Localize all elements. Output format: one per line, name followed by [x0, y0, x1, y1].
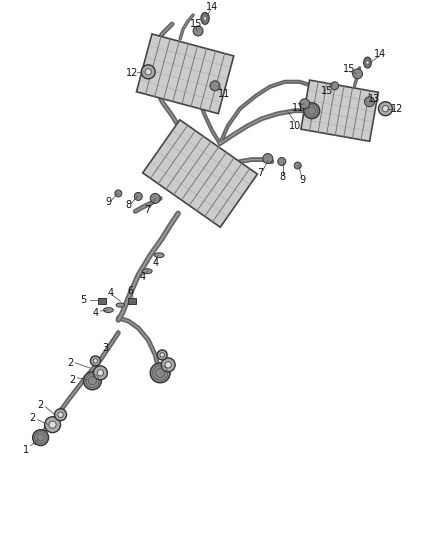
- Ellipse shape: [154, 253, 164, 257]
- Text: 6: 6: [127, 286, 133, 296]
- Circle shape: [160, 353, 164, 357]
- Circle shape: [304, 103, 320, 119]
- Text: 12: 12: [391, 104, 403, 114]
- Ellipse shape: [366, 60, 369, 65]
- Text: 14: 14: [374, 49, 387, 59]
- Circle shape: [32, 430, 49, 446]
- Circle shape: [331, 82, 339, 90]
- Bar: [99, 298, 106, 304]
- Circle shape: [210, 81, 220, 91]
- Text: 15: 15: [190, 19, 202, 29]
- Text: 8: 8: [125, 200, 131, 211]
- Text: 13: 13: [368, 94, 381, 104]
- Text: 4: 4: [92, 308, 99, 318]
- Text: 12: 12: [126, 68, 138, 78]
- Circle shape: [93, 359, 98, 363]
- Text: 11: 11: [292, 103, 304, 112]
- Circle shape: [90, 356, 100, 366]
- Text: 7: 7: [144, 205, 150, 215]
- Circle shape: [150, 193, 160, 204]
- Text: 5: 5: [80, 295, 87, 305]
- Circle shape: [263, 154, 273, 164]
- Ellipse shape: [142, 269, 152, 273]
- Ellipse shape: [201, 12, 209, 25]
- Text: 10: 10: [289, 120, 301, 131]
- Circle shape: [378, 102, 392, 116]
- Circle shape: [115, 190, 122, 197]
- Text: 2: 2: [67, 358, 74, 368]
- Text: 3: 3: [102, 343, 109, 353]
- Text: 4: 4: [107, 288, 113, 298]
- Text: 4: 4: [139, 272, 145, 282]
- Circle shape: [97, 370, 103, 376]
- Circle shape: [193, 26, 203, 36]
- Circle shape: [93, 366, 107, 380]
- Bar: [128, 298, 136, 304]
- Circle shape: [161, 358, 175, 372]
- Circle shape: [134, 192, 142, 200]
- Text: 8: 8: [280, 173, 286, 182]
- Circle shape: [353, 69, 363, 79]
- Text: 7: 7: [257, 167, 263, 177]
- Text: 2: 2: [29, 413, 36, 423]
- Circle shape: [49, 421, 56, 428]
- Polygon shape: [143, 120, 258, 227]
- Circle shape: [364, 97, 374, 107]
- Text: 2: 2: [69, 375, 76, 385]
- Text: 4: 4: [152, 258, 158, 268]
- Text: 11: 11: [218, 89, 230, 99]
- Circle shape: [300, 99, 310, 109]
- Circle shape: [58, 412, 63, 417]
- Text: 9: 9: [105, 197, 111, 207]
- Circle shape: [145, 69, 152, 75]
- Text: 15: 15: [321, 86, 334, 96]
- Circle shape: [278, 158, 286, 166]
- Ellipse shape: [364, 57, 371, 68]
- Circle shape: [45, 417, 60, 433]
- Circle shape: [157, 350, 167, 360]
- Text: 15: 15: [343, 64, 356, 74]
- Ellipse shape: [203, 16, 207, 21]
- Ellipse shape: [103, 308, 113, 312]
- Circle shape: [294, 162, 301, 169]
- Circle shape: [150, 363, 170, 383]
- Polygon shape: [301, 80, 378, 141]
- Circle shape: [141, 65, 155, 79]
- Circle shape: [382, 106, 389, 112]
- Circle shape: [84, 372, 101, 390]
- Text: 1: 1: [23, 445, 29, 455]
- Text: 2: 2: [38, 400, 44, 410]
- Text: 14: 14: [206, 2, 218, 12]
- Polygon shape: [137, 34, 234, 114]
- Circle shape: [165, 362, 171, 368]
- Circle shape: [55, 409, 67, 421]
- Ellipse shape: [116, 303, 124, 307]
- Text: 9: 9: [300, 175, 306, 185]
